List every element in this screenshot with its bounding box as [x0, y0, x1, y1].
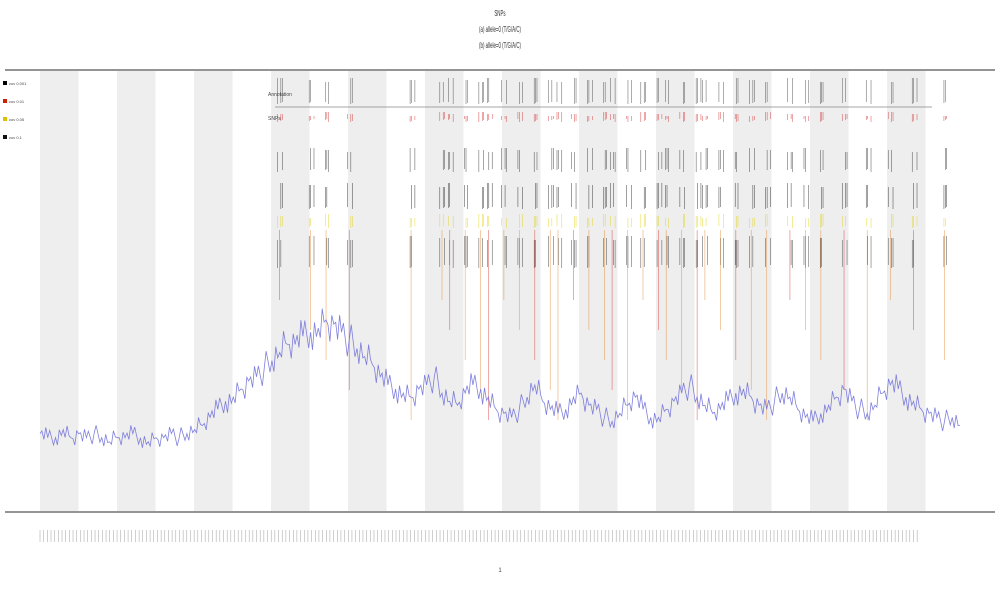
legend-swatch: [3, 81, 7, 85]
legend-swatch: [3, 135, 7, 139]
coverage-line: [39, 308, 961, 448]
legend-label: cov 0.01: [9, 99, 25, 104]
shaded-band: [271, 71, 310, 511]
chart-title: SNPs: [494, 9, 506, 18]
x-axis-caption: 1: [498, 568, 502, 574]
legend-label: cov 0.05: [9, 117, 25, 122]
shaded-band: [579, 71, 618, 511]
variant-marks: [277, 78, 947, 420]
legend-swatch: [3, 117, 7, 121]
shaded-band: [810, 71, 849, 511]
shaded-band: [40, 71, 79, 511]
shaded-band: [656, 71, 695, 511]
shaded-band: [733, 71, 772, 511]
shaded-band: [502, 71, 541, 511]
shaded-band: [348, 71, 387, 511]
chart-subtitle-a: (a) allele=0 (T/G/A/C): [479, 25, 521, 34]
track-labels: Annotation SNPs: [268, 92, 292, 122]
shaded-bands: [40, 71, 926, 511]
legend-label: cov 0.001: [9, 81, 27, 86]
chart-subtitle-b: (b) allele=0 (T/G/A/C): [479, 41, 521, 50]
chart-title-block: SNPs (a) allele=0 (T/G/A/C) (b) allele=0…: [0, 6, 1000, 54]
legend-label: cov 0.1: [9, 135, 23, 140]
track-label: Annotation: [268, 92, 292, 98]
shaded-band: [887, 71, 926, 511]
legend: cov 0.001 cov 0.01 cov 0.05 cov 0.1: [3, 81, 27, 140]
coverage-series: [39, 308, 961, 448]
track-label: SNPs: [268, 116, 281, 122]
axes: [5, 69, 995, 513]
shaded-band: [425, 71, 464, 511]
x-tick-labels: [39, 530, 918, 542]
shaded-band: [194, 71, 233, 511]
shaded-band: [117, 71, 156, 511]
legend-swatch: [3, 99, 7, 103]
